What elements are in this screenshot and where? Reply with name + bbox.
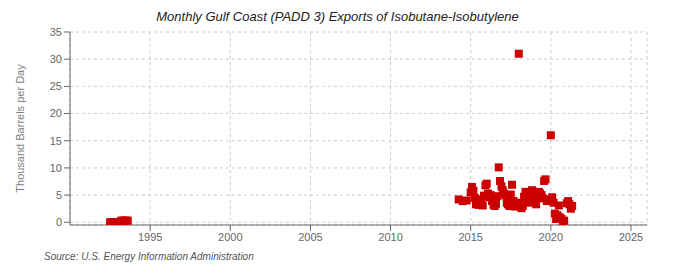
svg-text:2005: 2005: [298, 231, 322, 243]
svg-text:Thousand Barrels per Day: Thousand Barrels per Day: [14, 64, 26, 193]
svg-text:2000: 2000: [218, 231, 242, 243]
svg-text:15: 15: [50, 135, 62, 147]
svg-text:2015: 2015: [458, 231, 482, 243]
html-text:Source: U.S. Energy Informatio: Source: U.S. Energy Information Administ…: [44, 251, 254, 262]
svg-text:5: 5: [56, 189, 62, 201]
svg-text:2025: 2025: [619, 231, 643, 243]
svg-text:0: 0: [56, 216, 62, 228]
svg-text:1995: 1995: [138, 231, 162, 243]
svg-text:30: 30: [50, 53, 62, 65]
html-text:Monthly Gulf Coast (PADD 3) Ex: Monthly Gulf Coast (PADD 3) Exports of I…: [156, 9, 519, 24]
svg-text:10: 10: [50, 162, 62, 174]
svg-text:2020: 2020: [539, 231, 563, 243]
svg-text:25: 25: [50, 80, 62, 92]
svg-text:20: 20: [50, 107, 62, 119]
svg-text:2010: 2010: [378, 231, 402, 243]
svg-text:35: 35: [50, 26, 62, 38]
